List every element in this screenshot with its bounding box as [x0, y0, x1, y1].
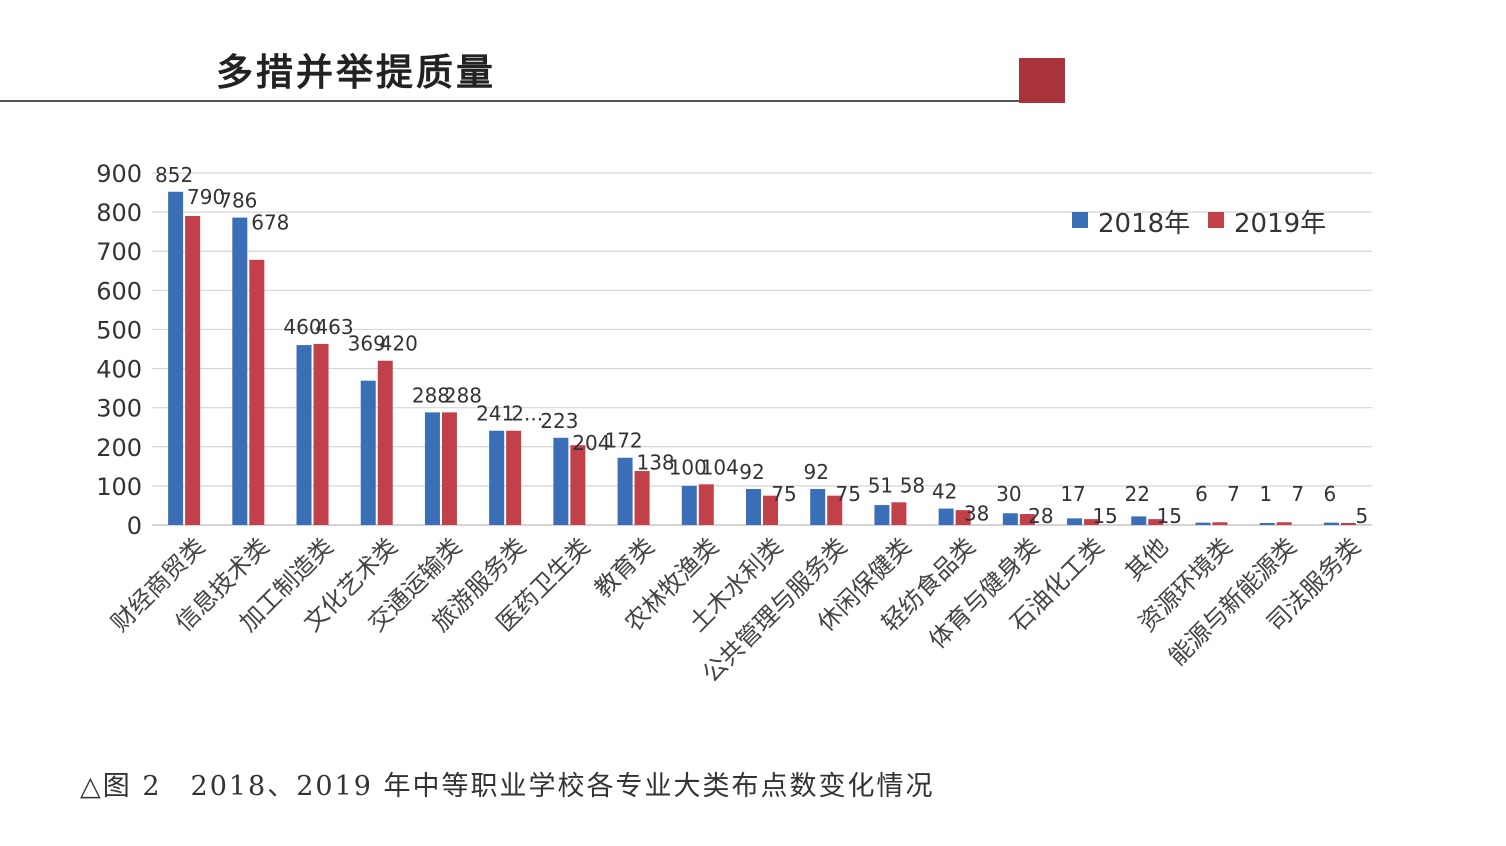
data-label-2019: 104	[701, 455, 739, 479]
bar-2018	[746, 489, 761, 525]
bar-2018	[1131, 516, 1147, 525]
data-label-2019: 678	[251, 211, 289, 235]
bar-2018	[1195, 522, 1211, 525]
bar-2019	[570, 445, 586, 525]
bar-2019	[249, 259, 265, 525]
bar-2019	[891, 502, 907, 525]
bar-2018	[296, 345, 312, 525]
data-label-2019: 75	[771, 482, 796, 506]
data-label-2019: 38	[964, 502, 989, 526]
bar-2019	[955, 510, 971, 525]
y-tick-label: 100	[96, 473, 142, 501]
bar-2019	[1340, 523, 1356, 525]
data-label-2018: 369	[348, 332, 386, 356]
y-tick-label: 200	[96, 434, 142, 462]
data-label-2019: 75	[835, 482, 860, 506]
bar-2019	[377, 360, 393, 525]
data-label-2018: 17	[1060, 482, 1085, 506]
data-label-2018: 51	[868, 473, 893, 497]
bar-2019	[506, 430, 522, 525]
bar-2019	[1148, 519, 1164, 525]
data-label-2018: 460	[283, 315, 321, 339]
category-label: 其他	[1120, 532, 1174, 586]
legend-label-2018: 2018年	[1098, 209, 1190, 239]
data-label-2019: 463	[315, 315, 353, 339]
bar-2019	[1084, 519, 1100, 525]
y-tick-label: 0	[127, 512, 142, 540]
y-tick-label: 900	[96, 160, 142, 188]
bar-chart: 9008007006005004003002001000852790财经商贸类7…	[96, 160, 1372, 688]
data-label-2019: 28	[1028, 504, 1053, 528]
data-label-2019: 5	[1356, 504, 1369, 528]
bar-2018	[810, 489, 826, 525]
data-label-2019: 288	[444, 383, 482, 407]
data-label-2018: 786	[219, 189, 257, 213]
data-label-2018: 42	[932, 480, 957, 504]
bar-2018	[1067, 518, 1083, 525]
bar-2018	[1323, 522, 1339, 525]
bar-2018	[681, 485, 697, 525]
bar-2019	[634, 471, 650, 525]
data-label-2019: 15	[1157, 504, 1182, 528]
data-label-2018: 6	[1195, 482, 1208, 506]
data-label-2019: 420	[380, 332, 418, 356]
data-label-2019: 7	[1291, 482, 1304, 506]
bar-2018	[489, 430, 505, 525]
bar-2018	[1259, 523, 1275, 525]
figure-caption: △图 2 2018、2019 年中等职业学校各专业大类布点数变化情况	[80, 771, 935, 802]
bar-2019	[185, 216, 201, 525]
data-label-2018: 6	[1324, 482, 1337, 506]
data-label-2019: 138	[636, 451, 674, 475]
bar-2018	[168, 191, 184, 526]
header-title: 多措并举提质量	[216, 51, 496, 94]
bar-2018	[424, 412, 440, 525]
y-tick-label: 800	[96, 199, 142, 227]
bar-2018	[360, 380, 376, 525]
data-label-2018: 852	[155, 163, 193, 187]
data-label-2018: 100	[669, 455, 707, 479]
data-label-2019: 58	[900, 473, 925, 497]
legend-label-2019: 2019年	[1234, 209, 1326, 239]
data-label-2018: 92	[739, 460, 764, 484]
data-label-2019: 790	[187, 185, 225, 209]
data-label-2018: 92	[803, 460, 828, 484]
data-label-2018: 172	[604, 429, 642, 453]
data-label-2018: 22	[1125, 482, 1150, 506]
bar-2019	[827, 495, 843, 525]
y-tick-label: 400	[96, 356, 142, 384]
bar-2018	[938, 508, 954, 525]
y-tick-label: 300	[96, 395, 142, 423]
bar-2019	[763, 495, 778, 525]
data-label-2018: 241	[476, 402, 514, 426]
bar-2018	[874, 505, 890, 525]
data-label-2018: 30	[996, 482, 1021, 506]
legend-swatch-2019	[1208, 212, 1224, 228]
data-label-2018: 1	[1259, 482, 1272, 506]
header-accent-block	[1019, 58, 1065, 103]
bar-2019	[698, 484, 714, 525]
bar-2019	[1212, 522, 1228, 525]
bar-2019	[1019, 514, 1035, 525]
data-label-2018: 223	[540, 409, 578, 433]
legend-swatch-2018	[1072, 212, 1088, 228]
data-label-2019: 7	[1227, 482, 1240, 506]
bar-2019	[441, 412, 457, 525]
bar-2019	[1276, 522, 1292, 525]
bar-2018	[617, 457, 633, 525]
y-tick-label: 600	[96, 277, 142, 305]
data-label-2019: 2...	[511, 402, 543, 426]
data-label-2019: 204	[572, 431, 610, 455]
bar-2018	[1002, 513, 1018, 525]
bar-2018	[232, 217, 248, 525]
y-tick-label: 500	[96, 316, 142, 344]
data-label-2019: 15	[1092, 504, 1117, 528]
header-rule	[0, 100, 1064, 102]
y-tick-label: 700	[96, 238, 142, 266]
bar-2019	[313, 343, 329, 525]
data-label-2018: 288	[412, 383, 450, 407]
bar-2018	[553, 437, 569, 525]
